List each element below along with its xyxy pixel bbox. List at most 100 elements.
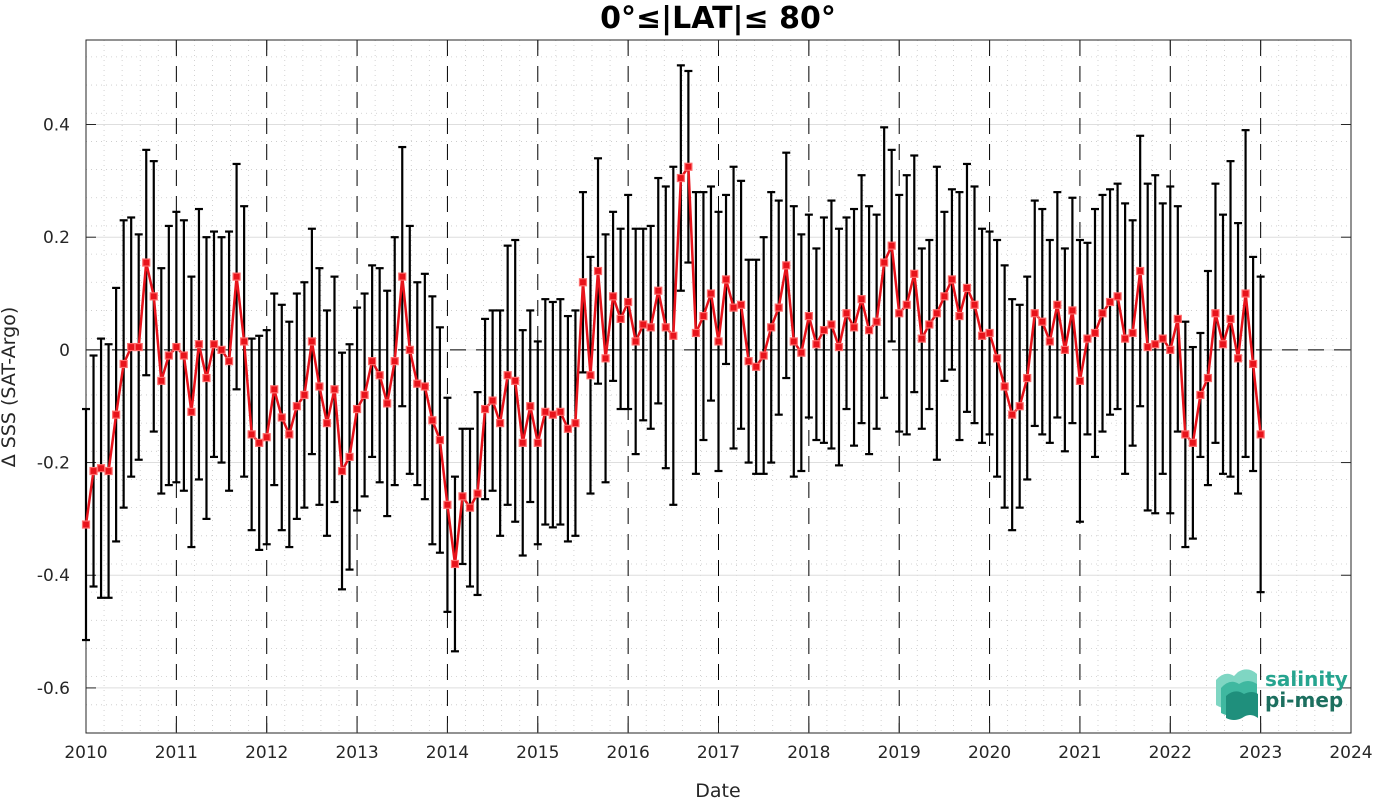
data-point bbox=[428, 416, 437, 425]
data-point bbox=[157, 376, 166, 385]
data-point bbox=[1098, 309, 1107, 318]
data-point bbox=[910, 269, 919, 278]
data-point bbox=[96, 464, 106, 473]
data-point bbox=[1241, 289, 1250, 298]
data-point bbox=[420, 382, 429, 391]
data-point bbox=[857, 295, 866, 304]
data-point bbox=[277, 413, 286, 422]
data-point bbox=[1068, 306, 1077, 315]
x-tick-label: 2022 bbox=[1149, 743, 1192, 763]
x-tick-labels: 2010 2011 2012 2013 2014 2015 2016 2017 2018 2019… bbox=[64, 743, 1372, 763]
data-point bbox=[819, 326, 829, 335]
data-point bbox=[849, 323, 859, 332]
data-point bbox=[398, 272, 407, 281]
data-point bbox=[827, 320, 836, 329]
data-point bbox=[1226, 314, 1235, 323]
y-tick-label: 0.2 bbox=[43, 228, 70, 248]
data-point bbox=[684, 162, 693, 171]
y-tick-label: -0.2 bbox=[37, 454, 70, 474]
data-point bbox=[932, 309, 941, 318]
data-point bbox=[977, 331, 987, 340]
data-point bbox=[1030, 309, 1039, 318]
data-point bbox=[669, 331, 678, 340]
logo-wave-icon bbox=[1216, 669, 1258, 720]
data-point bbox=[89, 466, 98, 476]
data-point bbox=[593, 266, 603, 276]
data-point bbox=[812, 340, 821, 349]
data-point bbox=[345, 452, 354, 462]
data-point bbox=[187, 407, 196, 416]
data-point bbox=[1151, 340, 1160, 349]
data-point bbox=[1075, 376, 1085, 385]
x-tick-label: 2014 bbox=[426, 743, 469, 763]
data-point bbox=[925, 320, 934, 329]
data-point bbox=[834, 342, 844, 352]
data-point bbox=[556, 407, 565, 416]
data-point bbox=[887, 241, 896, 250]
y-tick-labels: 0.4 0.2 0 -0.2 -0.4 -0.6 bbox=[37, 116, 70, 699]
data-point bbox=[232, 272, 241, 281]
data-point bbox=[194, 340, 204, 349]
data-point bbox=[608, 292, 618, 301]
data-point bbox=[563, 424, 573, 433]
x-tick-label: 2023 bbox=[1239, 743, 1282, 763]
data-point bbox=[1256, 430, 1265, 439]
data-point bbox=[435, 435, 444, 445]
data-point bbox=[405, 345, 414, 354]
data-point bbox=[699, 311, 708, 321]
data-point bbox=[1218, 340, 1228, 349]
data-point bbox=[413, 379, 422, 388]
data-point bbox=[270, 385, 279, 394]
data-point bbox=[104, 466, 113, 476]
data-point bbox=[480, 404, 490, 414]
data-point bbox=[1203, 373, 1213, 383]
data-point bbox=[1188, 438, 1197, 447]
data-point bbox=[1166, 345, 1175, 354]
data-point bbox=[383, 399, 392, 408]
data-point bbox=[902, 300, 911, 309]
x-tick-label: 2015 bbox=[516, 743, 559, 763]
x-tick-label: 2019 bbox=[878, 743, 921, 763]
data-point bbox=[375, 371, 384, 380]
x-tick-label: 2010 bbox=[64, 743, 107, 763]
data-point bbox=[81, 520, 91, 529]
data-point bbox=[496, 419, 505, 428]
data-point bbox=[759, 351, 768, 360]
data-point bbox=[458, 492, 467, 501]
data-point bbox=[880, 258, 889, 267]
data-point bbox=[473, 489, 482, 498]
data-point bbox=[1038, 317, 1047, 326]
data-point bbox=[307, 337, 316, 346]
data-point bbox=[112, 410, 121, 419]
data-point bbox=[797, 348, 806, 357]
data-point bbox=[1113, 292, 1122, 301]
data-point bbox=[955, 311, 964, 321]
data-point bbox=[1121, 334, 1130, 343]
data-point bbox=[511, 376, 520, 385]
data-point bbox=[1023, 373, 1032, 383]
data-point bbox=[1053, 300, 1062, 309]
data-point bbox=[1211, 309, 1220, 318]
data-point bbox=[872, 317, 881, 326]
data-point bbox=[940, 292, 949, 301]
data-point bbox=[962, 283, 972, 293]
data-point bbox=[1105, 297, 1115, 307]
data-point bbox=[714, 337, 723, 346]
data-point bbox=[1173, 314, 1182, 323]
data-point bbox=[322, 419, 332, 428]
data-point bbox=[315, 382, 324, 391]
data-point bbox=[736, 300, 746, 309]
data-point bbox=[209, 340, 219, 349]
data-point bbox=[1083, 334, 1092, 343]
data-point bbox=[654, 286, 663, 295]
data-point bbox=[721, 275, 731, 284]
data-point bbox=[706, 289, 716, 298]
data-point bbox=[639, 320, 648, 329]
data-point bbox=[789, 337, 798, 346]
data-point bbox=[601, 354, 610, 363]
data-point bbox=[782, 261, 791, 270]
logo-text-salinity: salinity bbox=[1265, 667, 1348, 691]
data-point bbox=[368, 357, 377, 366]
data-point bbox=[247, 430, 256, 439]
